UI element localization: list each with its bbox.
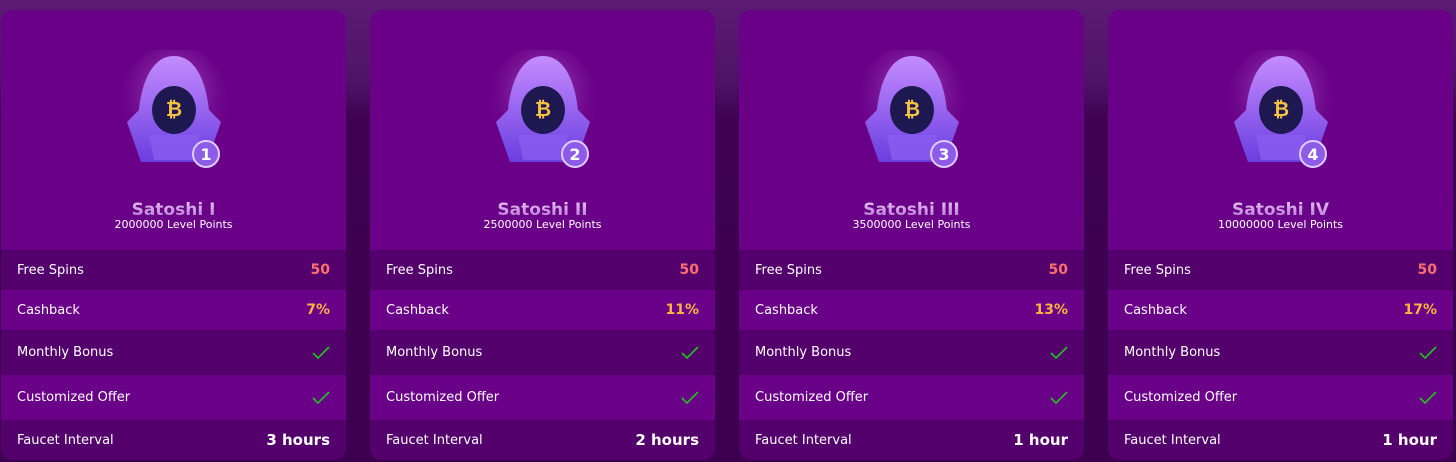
row-label: Cashback bbox=[755, 302, 818, 318]
level-badge: 4 bbox=[1307, 145, 1318, 164]
cashback-value: 13% bbox=[1034, 302, 1068, 318]
row-label: Cashback bbox=[386, 302, 449, 318]
level-title: Satoshi I bbox=[1, 200, 346, 220]
cashback-value: 17% bbox=[1403, 302, 1437, 318]
row-label: Cashback bbox=[1124, 302, 1187, 318]
row-label: Customized Offer bbox=[17, 390, 131, 405]
row-label: Free Spins bbox=[1124, 262, 1191, 278]
faucet-interval-value: 1 hour bbox=[1013, 431, 1068, 449]
row-monthly-bonus: Monthly Bonus bbox=[739, 330, 1084, 375]
check-icon bbox=[312, 390, 330, 404]
row-label: Customized Offer bbox=[386, 390, 500, 405]
row-label: Faucet Interval bbox=[1124, 432, 1221, 448]
row-customized-offer: Customized Offer bbox=[1108, 375, 1453, 420]
benefits-table: Free Spins 50 Cashback 17% Monthly Bonus C… bbox=[1108, 250, 1453, 460]
check-icon bbox=[1419, 390, 1437, 404]
row-label: Customized Offer bbox=[755, 390, 869, 405]
level-title: Satoshi II bbox=[370, 200, 715, 220]
row-label: Monthly Bonus bbox=[1124, 345, 1221, 360]
check-icon bbox=[681, 390, 699, 404]
free-spins-value: 50 bbox=[1048, 262, 1068, 278]
row-free-spins: Free Spins 50 bbox=[739, 250, 1084, 290]
level-badge: 1 bbox=[200, 145, 211, 164]
row-label: Free Spins bbox=[386, 262, 453, 278]
free-spins-value: 50 bbox=[1417, 262, 1437, 278]
svg-text:₿: ₿ bbox=[1272, 97, 1288, 121]
row-label: Faucet Interval bbox=[386, 432, 483, 448]
level-badge: 2 bbox=[569, 145, 580, 164]
row-monthly-bonus: Monthly Bonus bbox=[1, 330, 346, 375]
cashback-value: 7% bbox=[306, 302, 330, 318]
row-faucet-interval: Faucet Interval 1 hour bbox=[739, 420, 1084, 460]
check-icon bbox=[1050, 345, 1068, 359]
faucet-interval-value: 3 hours bbox=[266, 431, 330, 449]
level-card: ₿ 4 Satoshi IV 10000000 Level Points Fre… bbox=[1108, 10, 1453, 460]
level-points: 2500000 Level Points bbox=[483, 218, 602, 231]
hooded-avatar-icon: ₿ 2 bbox=[487, 50, 598, 168]
row-customized-offer: Customized Offer bbox=[370, 375, 715, 420]
row-free-spins: Free Spins 50 bbox=[370, 250, 715, 290]
svg-text:₿: ₿ bbox=[534, 97, 550, 121]
row-free-spins: Free Spins 50 bbox=[1, 250, 346, 290]
check-icon bbox=[312, 345, 330, 359]
row-label: Customized Offer bbox=[1124, 390, 1238, 405]
free-spins-value: 50 bbox=[310, 262, 330, 278]
level-points: 2000000 Level Points bbox=[114, 218, 233, 231]
row-label: Free Spins bbox=[755, 262, 822, 278]
row-cashback: Cashback 13% bbox=[739, 290, 1084, 330]
level-points: 3500000 Level Points bbox=[852, 218, 971, 231]
row-label: Free Spins bbox=[17, 262, 84, 278]
row-cashback: Cashback 11% bbox=[370, 290, 715, 330]
level-title: Satoshi IV bbox=[1108, 200, 1453, 220]
row-cashback: Cashback 17% bbox=[1108, 290, 1453, 330]
row-faucet-interval: Faucet Interval 3 hours bbox=[1, 420, 346, 460]
row-label: Monthly Bonus bbox=[755, 345, 852, 360]
row-monthly-bonus: Monthly Bonus bbox=[370, 330, 715, 375]
row-faucet-interval: Faucet Interval 2 hours bbox=[370, 420, 715, 460]
check-icon bbox=[1419, 345, 1437, 359]
free-spins-value: 50 bbox=[679, 262, 699, 278]
level-points: 10000000 Level Points bbox=[1217, 218, 1344, 231]
check-icon bbox=[1050, 390, 1068, 404]
row-free-spins: Free Spins 50 bbox=[1108, 250, 1453, 290]
row-label: Faucet Interval bbox=[755, 432, 852, 448]
level-card: ₿ 1 Satoshi I 2000000 Level Points Free … bbox=[1, 10, 346, 460]
hooded-avatar-icon: ₿ 4 bbox=[1225, 50, 1336, 168]
level-title: Satoshi III bbox=[739, 200, 1084, 220]
hooded-avatar-icon: ₿ 3 bbox=[856, 50, 967, 168]
row-label: Faucet Interval bbox=[17, 432, 114, 448]
row-label: Monthly Bonus bbox=[386, 345, 483, 360]
row-customized-offer: Customized Offer bbox=[1, 375, 346, 420]
row-cashback: Cashback 7% bbox=[1, 290, 346, 330]
benefits-table: Free Spins 50 Cashback 11% Monthly Bonus C… bbox=[370, 250, 715, 460]
level-card: ₿ 2 Satoshi II 2500000 Level Points Free… bbox=[370, 10, 715, 460]
svg-text:₿: ₿ bbox=[165, 97, 181, 121]
faucet-interval-value: 1 hour bbox=[1382, 431, 1437, 449]
check-icon bbox=[681, 345, 699, 359]
svg-text:₿: ₿ bbox=[903, 97, 919, 121]
cashback-value: 11% bbox=[665, 302, 699, 318]
row-monthly-bonus: Monthly Bonus bbox=[1108, 330, 1453, 375]
faucet-interval-value: 2 hours bbox=[635, 431, 699, 449]
benefits-table: Free Spins 50 Cashback 13% Monthly Bonus C… bbox=[739, 250, 1084, 460]
level-card: ₿ 3 Satoshi III 3500000 Level Points Fre… bbox=[739, 10, 1084, 460]
benefits-table: Free Spins 50 Cashback 7% Monthly Bonus Cu… bbox=[1, 250, 346, 460]
level-badge: 3 bbox=[938, 145, 949, 164]
row-label: Cashback bbox=[17, 302, 80, 318]
row-customized-offer: Customized Offer bbox=[739, 375, 1084, 420]
row-faucet-interval: Faucet Interval 1 hour bbox=[1108, 420, 1453, 460]
hooded-avatar-icon: ₿ 1 bbox=[118, 50, 229, 168]
row-label: Monthly Bonus bbox=[17, 345, 114, 360]
